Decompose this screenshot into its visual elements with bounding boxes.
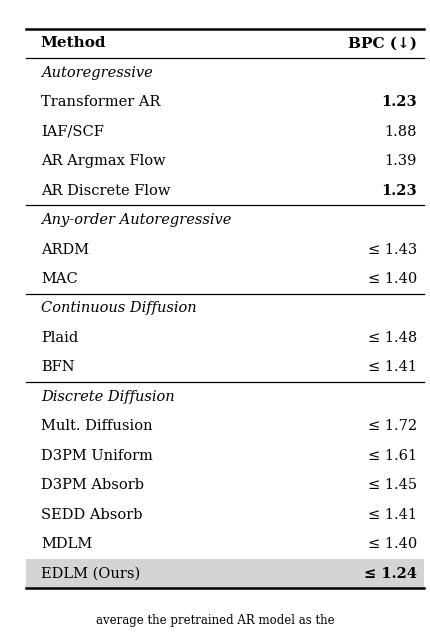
Text: ARDM: ARDM xyxy=(41,242,89,256)
Text: AR Argmax Flow: AR Argmax Flow xyxy=(41,154,166,168)
Text: Any-order Autoregressive: Any-order Autoregressive xyxy=(41,213,231,227)
Text: 1.23: 1.23 xyxy=(381,95,417,109)
Text: D3PM Uniform: D3PM Uniform xyxy=(41,449,153,463)
Text: 1.39: 1.39 xyxy=(385,154,417,168)
Text: ≤ 1.40: ≤ 1.40 xyxy=(368,272,417,286)
Text: D3PM Absorb: D3PM Absorb xyxy=(41,478,144,492)
Text: AR Discrete Flow: AR Discrete Flow xyxy=(41,184,170,198)
Text: Mult. Diffusion: Mult. Diffusion xyxy=(41,419,153,433)
Text: ≤ 1.40: ≤ 1.40 xyxy=(368,537,417,551)
Text: MAC: MAC xyxy=(41,272,77,286)
Text: MDLM: MDLM xyxy=(41,537,92,551)
Text: BFN: BFN xyxy=(41,361,74,375)
Bar xyxy=(26,559,424,588)
Text: BPC (↓): BPC (↓) xyxy=(348,36,417,50)
Text: Transformer AR: Transformer AR xyxy=(41,95,160,109)
Text: ≤ 1.41: ≤ 1.41 xyxy=(368,508,417,522)
Text: ≤ 1.43: ≤ 1.43 xyxy=(368,242,417,256)
Text: Autoregressive: Autoregressive xyxy=(41,66,153,80)
Text: IAF/SCF: IAF/SCF xyxy=(41,125,104,139)
Text: EDLM (Ours): EDLM (Ours) xyxy=(41,567,140,581)
Text: Method: Method xyxy=(41,36,106,50)
Text: ≤ 1.72: ≤ 1.72 xyxy=(368,419,417,433)
Text: ≤ 1.45: ≤ 1.45 xyxy=(368,478,417,492)
Text: Continuous Diffusion: Continuous Diffusion xyxy=(41,301,197,315)
Text: 1.23: 1.23 xyxy=(381,184,417,198)
Text: ≤ 1.61: ≤ 1.61 xyxy=(368,449,417,463)
Text: SEDD Absorb: SEDD Absorb xyxy=(41,508,142,522)
Text: ≤ 1.41: ≤ 1.41 xyxy=(368,361,417,375)
Text: Discrete Diffusion: Discrete Diffusion xyxy=(41,390,175,404)
Text: average the pretrained AR model as the: average the pretrained AR model as the xyxy=(96,614,334,626)
Text: ≤ 1.48: ≤ 1.48 xyxy=(368,331,417,345)
Text: 1.88: 1.88 xyxy=(384,125,417,139)
Text: ≤ 1.24: ≤ 1.24 xyxy=(364,567,417,581)
Text: Plaid: Plaid xyxy=(41,331,78,345)
